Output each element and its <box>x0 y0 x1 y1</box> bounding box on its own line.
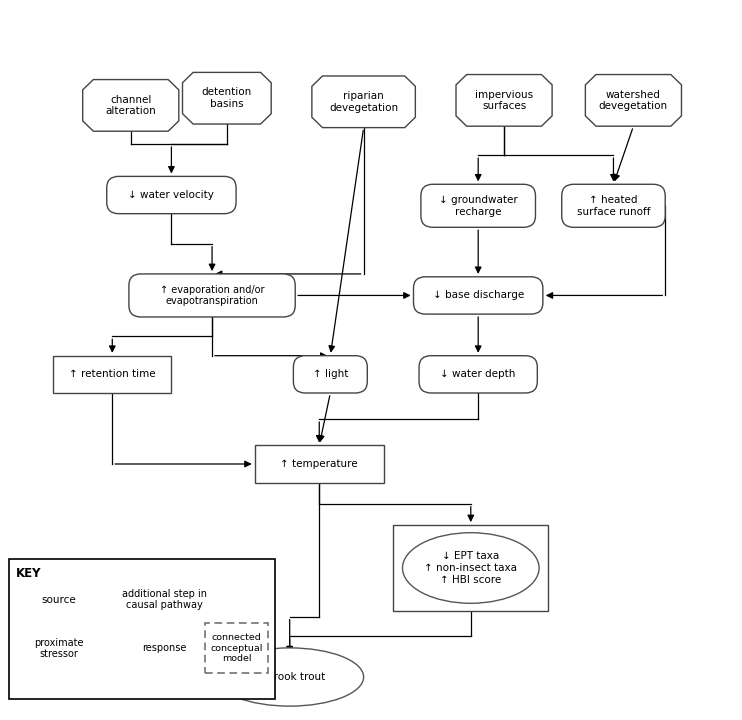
Text: ↑ temperature: ↑ temperature <box>280 459 358 469</box>
Text: source: source <box>42 595 76 605</box>
Ellipse shape <box>127 634 201 662</box>
Text: ↓ EPT taxa
↑ non-insect taxa
↑ HBI score: ↓ EPT taxa ↑ non-insect taxa ↑ HBI score <box>424 552 517 585</box>
Bar <box>205 624 268 673</box>
Text: channel
alteration: channel alteration <box>105 94 156 116</box>
Polygon shape <box>312 76 416 127</box>
Ellipse shape <box>216 648 364 706</box>
Bar <box>393 525 548 611</box>
Text: ↑ light: ↑ light <box>312 369 348 379</box>
Text: detention
basins: detention basins <box>202 87 252 109</box>
Polygon shape <box>183 73 272 124</box>
Polygon shape <box>26 582 92 618</box>
Text: ↓ groundwater
recharge: ↓ groundwater recharge <box>439 195 518 217</box>
Text: KEY: KEY <box>16 567 42 580</box>
Ellipse shape <box>402 533 539 603</box>
Text: ↓ water depth: ↓ water depth <box>441 369 516 379</box>
Text: connected
conceptual
model: connected conceptual model <box>210 634 263 663</box>
FancyBboxPatch shape <box>293 356 367 393</box>
Polygon shape <box>82 80 179 131</box>
Bar <box>53 356 171 393</box>
Text: ↑ evaporation and/or
evapotranspiration: ↑ evaporation and/or evapotranspiration <box>160 284 264 306</box>
FancyBboxPatch shape <box>107 176 236 214</box>
Polygon shape <box>585 75 681 126</box>
Text: riparian
devegetation: riparian devegetation <box>329 91 398 112</box>
Text: proximate
stressor: proximate stressor <box>34 637 84 659</box>
FancyBboxPatch shape <box>129 274 295 317</box>
Text: ↓ water velocity: ↓ water velocity <box>128 190 214 200</box>
FancyBboxPatch shape <box>562 184 666 228</box>
FancyBboxPatch shape <box>421 184 536 228</box>
Text: ↑ retention time: ↑ retention time <box>69 369 156 379</box>
FancyBboxPatch shape <box>413 276 543 314</box>
Bar <box>24 632 94 665</box>
Text: impervious
surfaces: impervious surfaces <box>475 89 533 111</box>
FancyBboxPatch shape <box>122 582 206 618</box>
Text: watershed
devegetation: watershed devegetation <box>599 89 668 111</box>
Text: additional step in
causal pathway: additional step in causal pathway <box>122 589 206 611</box>
FancyBboxPatch shape <box>419 356 537 393</box>
Bar <box>9 559 275 698</box>
Bar <box>255 446 384 482</box>
Polygon shape <box>456 75 552 126</box>
Text: ↓ base discharge: ↓ base discharge <box>433 290 524 300</box>
Text: ↓ brook trout: ↓ brook trout <box>255 672 325 682</box>
Text: response: response <box>142 644 186 653</box>
Text: ↑ heated
surface runoff: ↑ heated surface runoff <box>577 195 650 217</box>
